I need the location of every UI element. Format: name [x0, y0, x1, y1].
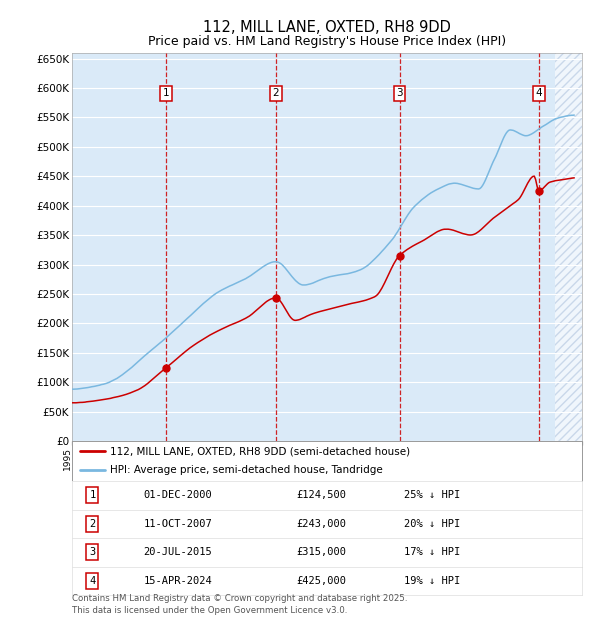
- Text: 17% ↓ HPI: 17% ↓ HPI: [404, 547, 460, 557]
- Text: £243,000: £243,000: [296, 519, 346, 529]
- Text: £315,000: £315,000: [296, 547, 346, 557]
- Text: HPI: Average price, semi-detached house, Tandridge: HPI: Average price, semi-detached house,…: [110, 465, 383, 475]
- Text: 4: 4: [89, 576, 95, 586]
- Text: 112, MILL LANE, OXTED, RH8 9DD (semi-detached house): 112, MILL LANE, OXTED, RH8 9DD (semi-det…: [110, 446, 410, 456]
- Text: 1: 1: [89, 490, 95, 500]
- Text: Price paid vs. HM Land Registry's House Price Index (HPI): Price paid vs. HM Land Registry's House …: [148, 35, 506, 48]
- Text: 2: 2: [272, 89, 279, 99]
- Text: £425,000: £425,000: [296, 576, 346, 586]
- Text: 15-APR-2024: 15-APR-2024: [143, 576, 212, 586]
- Text: 01-DEC-2000: 01-DEC-2000: [143, 490, 212, 500]
- Text: 4: 4: [535, 89, 542, 99]
- Text: 20% ↓ HPI: 20% ↓ HPI: [404, 519, 460, 529]
- Text: 11-OCT-2007: 11-OCT-2007: [143, 519, 212, 529]
- Text: 25% ↓ HPI: 25% ↓ HPI: [404, 490, 460, 500]
- Text: 1: 1: [163, 89, 170, 99]
- Text: 3: 3: [396, 89, 403, 99]
- Text: Contains HM Land Registry data © Crown copyright and database right 2025.
This d: Contains HM Land Registry data © Crown c…: [72, 593, 407, 615]
- Text: 3: 3: [89, 547, 95, 557]
- Text: 2: 2: [89, 519, 95, 529]
- Text: 19% ↓ HPI: 19% ↓ HPI: [404, 576, 460, 586]
- Text: £124,500: £124,500: [296, 490, 346, 500]
- Text: 112, MILL LANE, OXTED, RH8 9DD: 112, MILL LANE, OXTED, RH8 9DD: [203, 20, 451, 35]
- Text: 20-JUL-2015: 20-JUL-2015: [143, 547, 212, 557]
